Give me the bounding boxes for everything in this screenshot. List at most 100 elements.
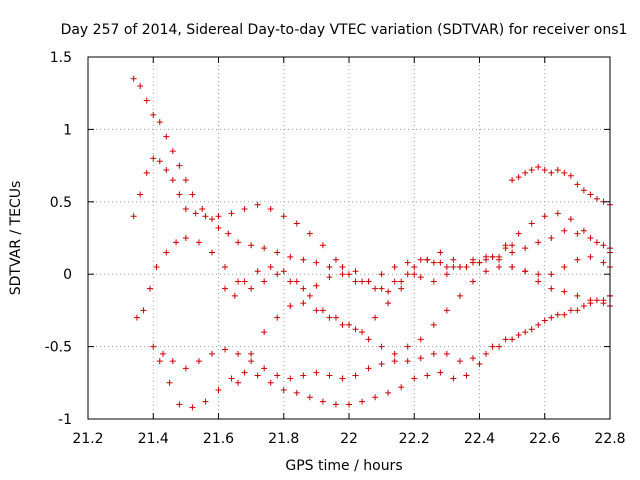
data-point (548, 271, 555, 278)
x-tick-label: 21.2 (72, 431, 103, 447)
data-point (469, 278, 476, 285)
data-point (378, 271, 385, 278)
data-point (469, 256, 476, 263)
y-tick-labels: -1 -0.5 0 0.5 1 1.5 (45, 50, 72, 428)
data-point (456, 358, 463, 365)
data-point (274, 372, 281, 379)
series-track-e (156, 292, 613, 411)
data-point (346, 401, 352, 408)
data-point (352, 326, 359, 333)
data-point (146, 285, 153, 292)
data-point (241, 206, 248, 213)
data-point (326, 274, 333, 281)
x-tick-label: 21.4 (138, 431, 169, 447)
data-point (352, 268, 359, 275)
data-point (143, 169, 150, 176)
data-point (306, 394, 313, 401)
data-point (496, 263, 503, 270)
data-point (346, 271, 352, 278)
data-point (195, 239, 202, 246)
data-point (150, 111, 157, 118)
data-point (254, 268, 261, 275)
x-axis-label: GPS time / hours (285, 458, 402, 474)
y-tick-label: -1 (58, 412, 72, 428)
data-point (199, 206, 206, 213)
data-point (411, 271, 418, 278)
data-point (176, 401, 183, 408)
data-point (443, 307, 450, 314)
data-point (365, 336, 372, 343)
data-point (443, 263, 450, 270)
data-point (313, 282, 320, 289)
data-point (326, 314, 333, 321)
data-point (319, 398, 326, 405)
data-point (208, 350, 215, 357)
data-point (215, 224, 222, 231)
data-point (182, 365, 189, 372)
data-point (372, 285, 379, 292)
series-track-f (222, 242, 516, 336)
data-point (587, 253, 594, 260)
data-point (287, 303, 294, 310)
data-point (528, 166, 535, 173)
data-point (189, 404, 196, 411)
data-point (541, 213, 548, 220)
data-point (411, 263, 418, 270)
data-point (483, 268, 490, 275)
data-point (339, 321, 346, 328)
data-point (137, 82, 144, 89)
data-point (267, 263, 274, 270)
data-point (352, 372, 359, 379)
axis-ticks (87, 56, 611, 420)
series-track-a (130, 75, 613, 285)
data-point (300, 256, 307, 263)
data-point (476, 360, 483, 367)
data-point (287, 375, 294, 382)
data-point (561, 263, 568, 270)
data-point (580, 227, 587, 234)
data-point (587, 235, 594, 241)
x-tick-label: 22.4 (464, 431, 495, 447)
data-point (319, 307, 326, 314)
data-point (359, 398, 366, 405)
data-point (332, 314, 339, 321)
data-point (261, 278, 268, 285)
data-point (228, 210, 235, 217)
y-tick-label: 1 (63, 122, 72, 138)
data-point (163, 133, 170, 140)
data-point (267, 206, 274, 213)
data-point (469, 355, 476, 362)
x-tick-label: 22.6 (529, 431, 560, 447)
data-point (130, 75, 137, 82)
data-point (574, 256, 581, 263)
data-point (496, 343, 503, 350)
series-track-h (509, 164, 613, 208)
data-point (580, 303, 587, 310)
data-point (235, 350, 242, 357)
data-point (133, 314, 140, 321)
data-point (535, 278, 542, 285)
data-point (173, 239, 180, 246)
data-point (535, 321, 542, 328)
data-point (215, 213, 222, 220)
data-point (417, 336, 424, 343)
y-tick-label: 1.5 (50, 50, 72, 66)
data-point (522, 169, 529, 176)
data-point (156, 119, 163, 126)
data-point (515, 174, 522, 181)
data-point (587, 191, 594, 198)
data-point (235, 278, 242, 285)
data-point (293, 278, 300, 285)
data-point (280, 268, 287, 275)
data-point (176, 162, 183, 169)
data-point (300, 372, 307, 379)
data-point (231, 292, 238, 299)
data-point (548, 169, 555, 176)
data-point (153, 263, 160, 270)
data-point (385, 288, 392, 295)
x-tick-label: 22.2 (399, 431, 430, 447)
data-point (489, 253, 496, 260)
data-point (411, 375, 418, 382)
data-point (306, 230, 313, 237)
